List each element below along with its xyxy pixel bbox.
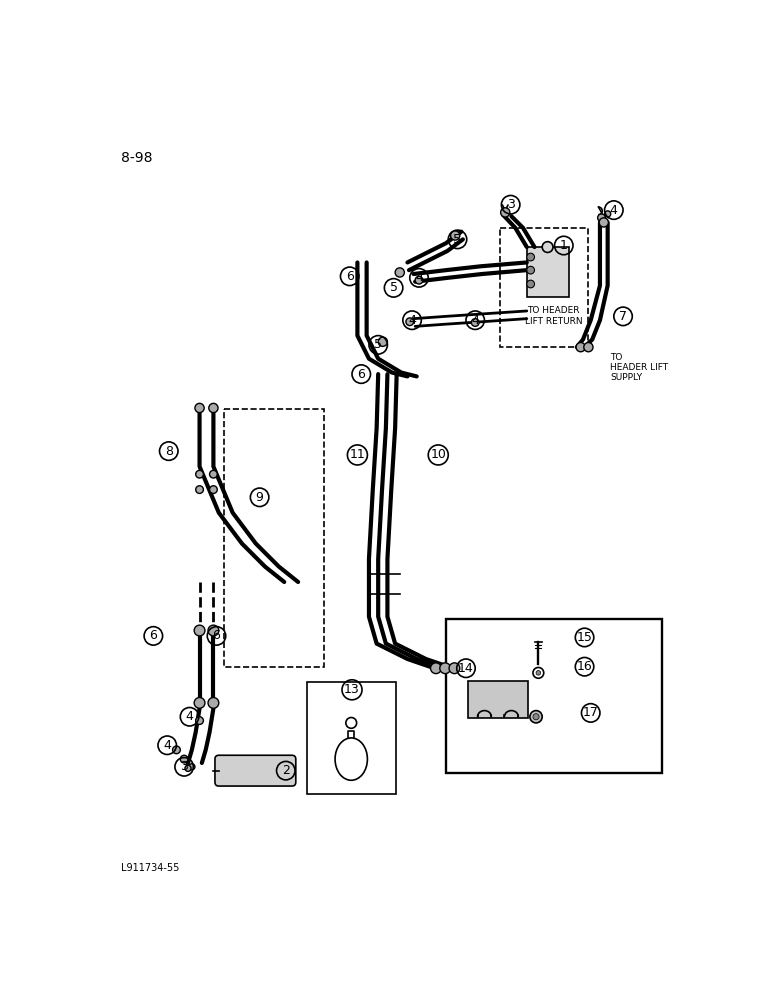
Circle shape	[501, 208, 510, 217]
Circle shape	[530, 711, 542, 723]
Circle shape	[542, 242, 553, 252]
Text: 3: 3	[180, 760, 188, 773]
Circle shape	[395, 268, 404, 277]
Text: 4: 4	[186, 710, 193, 723]
Bar	[307, 682, 396, 794]
Circle shape	[599, 218, 608, 227]
Text: 5: 5	[389, 281, 398, 294]
Circle shape	[189, 764, 195, 770]
Text: 15: 15	[576, 631, 593, 644]
Text: TO
HEADER LIFT
SUPPLY: TO HEADER LIFT SUPPLY	[610, 353, 668, 382]
Text: 4: 4	[610, 204, 618, 217]
Circle shape	[195, 403, 204, 413]
Text: 8-98: 8-98	[121, 151, 153, 165]
Circle shape	[208, 698, 219, 708]
Text: 14: 14	[458, 662, 473, 675]
Text: 5: 5	[453, 233, 462, 246]
Text: 13: 13	[344, 683, 360, 696]
Circle shape	[378, 337, 388, 346]
Text: 10: 10	[431, 448, 446, 461]
Text: 6: 6	[213, 629, 221, 642]
Circle shape	[185, 765, 191, 771]
Text: 4: 4	[408, 314, 416, 327]
Circle shape	[208, 625, 219, 636]
Text: 8: 8	[165, 445, 172, 458]
Text: 6: 6	[357, 368, 365, 381]
Circle shape	[415, 276, 423, 284]
Circle shape	[210, 486, 218, 493]
Text: TO HEADER
LIFT RETURN: TO HEADER LIFT RETURN	[525, 306, 583, 326]
Circle shape	[196, 486, 204, 493]
Bar	[224, 409, 324, 667]
Text: 6: 6	[150, 629, 158, 642]
Circle shape	[194, 698, 205, 708]
FancyBboxPatch shape	[467, 681, 528, 718]
Circle shape	[451, 231, 459, 240]
Circle shape	[194, 625, 205, 636]
Text: 9: 9	[256, 491, 264, 504]
Circle shape	[440, 663, 451, 674]
Circle shape	[196, 470, 204, 478]
Text: 3: 3	[507, 198, 515, 211]
Circle shape	[209, 403, 218, 413]
Circle shape	[406, 318, 413, 326]
Text: 1: 1	[560, 239, 568, 252]
Text: 16: 16	[576, 660, 593, 673]
Circle shape	[576, 343, 585, 352]
Circle shape	[533, 714, 539, 720]
Text: 6: 6	[346, 270, 353, 283]
Text: L911734-55: L911734-55	[121, 863, 179, 873]
Bar	[500, 228, 588, 347]
Circle shape	[583, 343, 593, 352]
FancyBboxPatch shape	[215, 755, 296, 786]
Circle shape	[597, 214, 605, 222]
Circle shape	[210, 470, 218, 478]
Circle shape	[196, 717, 204, 724]
Circle shape	[449, 663, 459, 674]
Circle shape	[180, 755, 188, 763]
Text: 4: 4	[471, 314, 479, 327]
Circle shape	[526, 266, 534, 274]
Circle shape	[526, 280, 534, 288]
FancyBboxPatch shape	[526, 247, 569, 297]
Text: 4: 4	[163, 739, 171, 752]
Circle shape	[471, 319, 479, 326]
Circle shape	[172, 746, 180, 754]
Text: 7: 7	[619, 310, 627, 323]
Text: 5: 5	[374, 338, 382, 351]
Circle shape	[431, 663, 441, 674]
Circle shape	[526, 253, 534, 261]
Circle shape	[536, 671, 541, 675]
Text: 11: 11	[349, 448, 365, 461]
Text: 4: 4	[415, 271, 423, 284]
Text: 17: 17	[583, 706, 598, 719]
Circle shape	[604, 211, 611, 217]
Text: 2: 2	[282, 764, 289, 777]
Bar	[446, 619, 661, 773]
